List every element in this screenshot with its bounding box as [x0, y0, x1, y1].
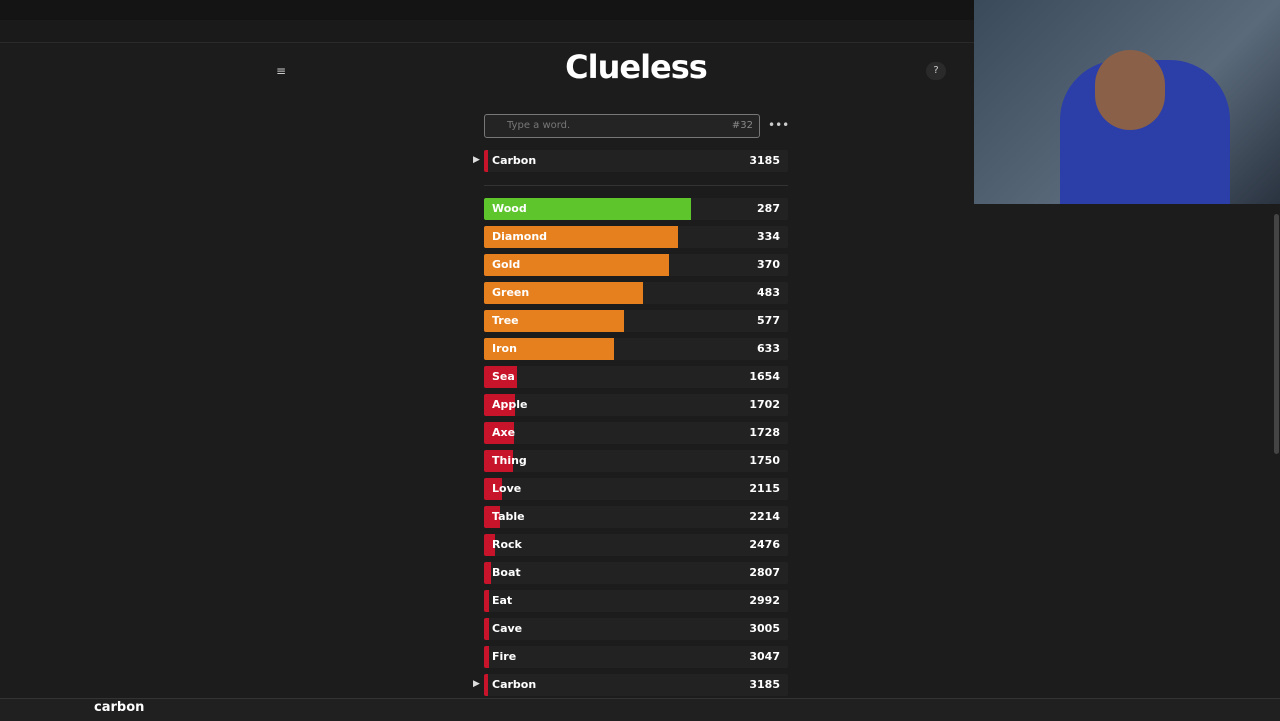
scrollbar	[1272, 204, 1280, 698]
rank-bar	[484, 394, 515, 416]
more-menu[interactable]: •••	[768, 118, 790, 132]
rank-bar	[484, 226, 679, 248]
guess-row: Love 2115	[484, 478, 788, 500]
guess-rank: 287	[757, 202, 780, 215]
guess-row: Apple 1702	[484, 394, 788, 416]
word-input[interactable]: Type a word. #32	[484, 114, 760, 138]
guess-rank: 3185	[749, 154, 780, 167]
guess-rank: 2214	[749, 510, 780, 523]
hamburger-menu[interactable]: ≡	[276, 64, 287, 78]
guess-word: Wood	[492, 202, 527, 215]
expand-arrow[interactable]: ▶	[473, 679, 480, 689]
guess-row: Gold 370	[484, 254, 788, 276]
guess-rank: 483	[757, 286, 780, 299]
guess-word: Eat	[492, 594, 513, 607]
guess-row: Tree 577	[484, 310, 788, 332]
guess-word: Sea	[492, 370, 515, 383]
guess-row: Carbon 3185	[484, 150, 788, 172]
rank-bar	[484, 150, 489, 172]
rank-bar	[484, 534, 495, 556]
input-placeholder: Type a word.	[507, 120, 571, 131]
guess-word: Tree	[492, 314, 519, 327]
rank-bar	[484, 450, 513, 472]
rank-bar	[484, 506, 500, 528]
guess-word: Gold	[492, 258, 521, 271]
guess-rank: 3005	[749, 622, 780, 635]
rank-bar	[484, 254, 669, 276]
guess-rank: 633	[757, 342, 780, 355]
guess-row: Axe 1728	[484, 422, 788, 444]
guess-row: Green 483	[484, 282, 788, 304]
rank-bar	[484, 478, 502, 500]
rank-bar	[484, 198, 691, 220]
overlay-text: carbon	[94, 700, 145, 715]
webcam-head	[1095, 50, 1165, 130]
guess-row: Table 2214	[484, 506, 788, 528]
guess-rank: 2807	[749, 566, 780, 579]
guess-row: Rock 2476	[484, 534, 788, 556]
rank-bar	[484, 674, 489, 696]
rank-bar	[484, 562, 491, 584]
guess-rank: 3185	[749, 678, 780, 691]
guess-word: Carbon	[492, 678, 537, 691]
guess-row: Carbon 3185	[484, 674, 788, 696]
rank-bar	[484, 338, 614, 360]
guess-word: Green	[492, 286, 530, 299]
guess-row: Wood 287	[484, 198, 788, 220]
guess-rank: 2115	[749, 482, 780, 495]
guess-word: Rock	[492, 538, 522, 551]
guess-rank: 334	[757, 230, 780, 243]
expand-arrow[interactable]: ▶	[473, 155, 480, 165]
rank-bar	[484, 366, 517, 388]
guess-row: Thing 1750	[484, 450, 788, 472]
guess-row: Iron 633	[484, 338, 788, 360]
guess-word: Carbon	[492, 154, 537, 167]
rank-bar	[484, 422, 514, 444]
guess-word: Thing	[492, 454, 527, 467]
guess-rank: 1702	[749, 398, 780, 411]
guess-rank: 1750	[749, 454, 780, 467]
guess-rank: 1728	[749, 426, 780, 439]
guess-row: Diamond 334	[484, 226, 788, 248]
guess-rank: 2476	[749, 538, 780, 551]
guess-word: Cave	[492, 622, 523, 635]
game-title: Clueless	[565, 48, 708, 86]
taskbar	[0, 698, 1280, 721]
rank-bar	[484, 282, 643, 304]
separator	[484, 185, 788, 186]
guess-row: Sea 1654	[484, 366, 788, 388]
guess-word: Diamond	[492, 230, 548, 243]
guess-count: #32	[731, 120, 753, 131]
guess-word: Love	[492, 482, 522, 495]
rank-bar	[484, 646, 490, 668]
rank-bar	[484, 618, 490, 640]
rank-bar	[484, 590, 490, 612]
guess-word: Iron	[492, 342, 517, 355]
guess-row: Cave 3005	[484, 618, 788, 640]
guess-row: Boat 2807	[484, 562, 788, 584]
browser-top-bar	[0, 0, 974, 20]
guess-row: Eat 2992	[484, 590, 788, 612]
guess-word: Boat	[492, 566, 521, 579]
rank-bar	[484, 310, 624, 332]
guess-word: Fire	[492, 650, 517, 663]
guess-word: Table	[492, 510, 525, 523]
guess-row: Fire 3047	[484, 646, 788, 668]
guess-word: Axe	[492, 426, 516, 439]
guess-rank: 370	[757, 258, 780, 271]
guess-word: Apple	[492, 398, 528, 411]
guess-rank: 1654	[749, 370, 780, 383]
guess-rank: 3047	[749, 650, 780, 663]
help-button[interactable]: ?	[926, 62, 946, 80]
browser-toolbar	[0, 20, 974, 43]
guess-rank: 577	[757, 314, 780, 327]
guess-rank: 2992	[749, 594, 780, 607]
